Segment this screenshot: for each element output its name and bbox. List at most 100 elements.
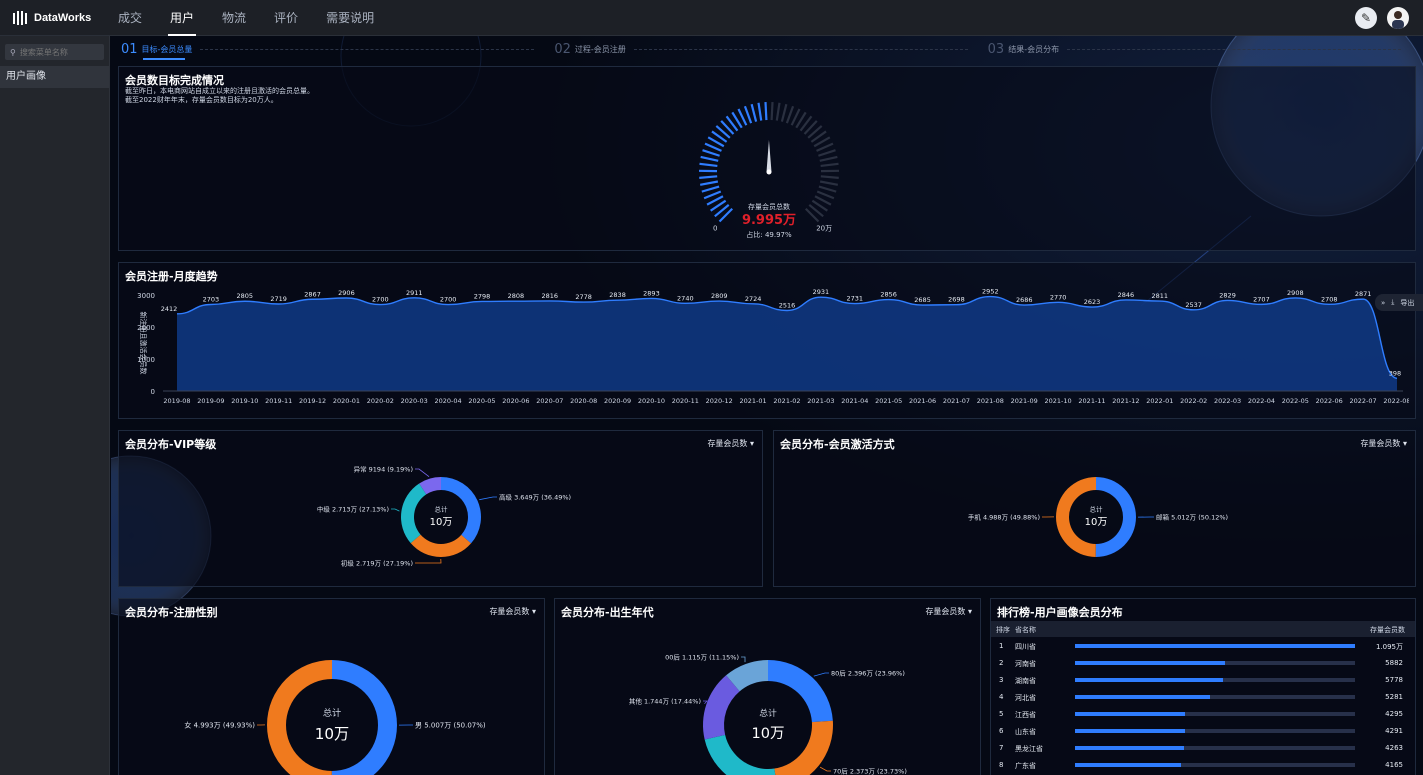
vip-panel-title: 会员分布-VIP等级 xyxy=(125,438,217,451)
gender-metric-dropdown[interactable]: 存量会员数 ▾ xyxy=(489,606,536,617)
donut-slice[interactable] xyxy=(267,660,332,775)
export-button[interactable]: » ⤓ 导出 xyxy=(1375,294,1423,311)
data-label: 2952 xyxy=(982,288,999,296)
vip-metric-dropdown[interactable]: 存量会员数 ▾ xyxy=(707,438,754,449)
donut-slice[interactable] xyxy=(774,720,833,775)
x-tick-label: 2019-12 xyxy=(299,397,326,405)
province-name: 河北省 xyxy=(1015,694,1036,702)
age-metric-dropdown[interactable]: 存量会员数 ▾ xyxy=(925,606,972,617)
table-row[interactable]: 6 山东省 4291 xyxy=(991,724,1415,741)
data-label: 2698 xyxy=(948,296,965,304)
rank-bar xyxy=(1075,712,1185,716)
table-row[interactable]: 8 广东省 4165 xyxy=(991,758,1415,775)
member-count: 5882 xyxy=(1385,659,1403,667)
table-row[interactable]: 4 河北省 5281 xyxy=(991,690,1415,707)
donut-slice[interactable] xyxy=(1055,477,1096,557)
member-count: 4295 xyxy=(1385,710,1403,718)
table-row[interactable]: 7 黑龙江省 4263 xyxy=(991,741,1415,758)
nav-item[interactable]: 物流 xyxy=(222,10,247,25)
user-avatar-icon xyxy=(1392,11,1404,29)
rank-bar-track xyxy=(1075,746,1355,750)
nav-item[interactable]: 评价 xyxy=(274,10,299,25)
data-label: 2906 xyxy=(338,289,355,297)
y-tick-label: 1000 xyxy=(137,356,155,364)
gauge-tick xyxy=(770,102,774,121)
donut-center-label: 总计 xyxy=(1090,505,1104,514)
gauge-tick xyxy=(819,155,838,162)
table-row[interactable]: 2 河南省 5882 xyxy=(991,656,1415,673)
member-count: 4263 xyxy=(1385,744,1403,752)
step-progress: 01 目标-会员总量 02 过程-会员注册 03 结果-会员分布 xyxy=(121,38,1421,60)
step-label: 目标-会员总量 xyxy=(141,44,193,54)
gauge-tick xyxy=(775,102,781,121)
gender-panel-title: 会员分布-注册性别 xyxy=(125,606,218,619)
sidebar-search-input[interactable] xyxy=(19,47,100,57)
donut-slice[interactable] xyxy=(441,477,482,544)
x-tick-label: 2021-07 xyxy=(943,397,970,405)
nav-item[interactable]: 需要说明 xyxy=(326,10,375,25)
rank-bar xyxy=(1075,746,1184,750)
x-tick-label: 2020-07 xyxy=(536,397,563,405)
rank-bar xyxy=(1075,729,1185,733)
data-label: 2724 xyxy=(745,295,762,303)
collapse-icon: » xyxy=(1381,298,1386,307)
donut-slice[interactable] xyxy=(703,675,740,740)
donut-center-value: 10万 xyxy=(315,725,349,743)
rank-number: 6 xyxy=(999,727,1004,735)
donut-slice[interactable] xyxy=(401,483,427,544)
chevron-down-icon: ▾ xyxy=(531,607,536,616)
search-icon: ⚲ xyxy=(10,47,16,57)
gauge-tick xyxy=(811,199,828,212)
table-row[interactable]: 3 湖南省 5778 xyxy=(991,673,1415,690)
gauge-label: 存量会员总数 xyxy=(748,202,790,211)
donut-slice[interactable] xyxy=(704,734,778,775)
slice-label: 手机 4.988万 (49.88%) xyxy=(968,513,1040,522)
nav-item[interactable]: 成交 xyxy=(118,10,143,25)
x-tick-label: 2022-05 xyxy=(1282,397,1309,405)
province-name: 山东省 xyxy=(1015,728,1036,736)
slice-leader-line xyxy=(415,468,430,478)
activate-metric-dropdown[interactable]: 存量会员数 ▾ xyxy=(1360,438,1407,449)
donut-slice[interactable] xyxy=(331,660,397,775)
data-label: 2703 xyxy=(203,296,220,304)
donut-slice[interactable] xyxy=(1095,477,1136,557)
data-label: 2740 xyxy=(677,294,694,302)
vip-donut-chart: 高级 3.649万 (36.49%) 初级 2.719万 (27.19%) 中级 2… xyxy=(317,465,571,568)
province-name: 四川省 xyxy=(1015,643,1036,651)
app-logo[interactable]: DataWorks xyxy=(12,10,108,26)
slice-label: 高级 3.649万 (36.49%) xyxy=(499,493,571,502)
x-tick-label: 2022-08 xyxy=(1383,397,1409,405)
step-03[interactable]: 03 结果-会员分布 xyxy=(988,42,1421,57)
sidebar-search[interactable]: ⚲ xyxy=(5,44,104,60)
donut-slice[interactable] xyxy=(768,660,833,723)
app-name: DataWorks xyxy=(34,11,92,24)
gauge-panel: 会员数目标完成情况 截至昨日，本电商网站自成立以来的注册且激活的会员总量。 截至… xyxy=(118,66,1416,251)
gauge-min-label: 0 xyxy=(713,224,717,232)
donut-slice[interactable] xyxy=(419,477,441,495)
gauge-tick xyxy=(764,102,768,121)
avatar[interactable] xyxy=(1387,7,1409,29)
slice-leader-line xyxy=(703,700,708,705)
data-label: 2700 xyxy=(440,296,457,304)
donut-slice[interactable] xyxy=(410,534,472,557)
data-label: 2805 xyxy=(237,292,254,300)
activate-panel-title: 会员分布-会员激活方式 xyxy=(780,438,895,451)
province-name: 广东省 xyxy=(1015,762,1036,770)
data-label: 2838 xyxy=(609,291,626,299)
download-icon: ⤓ xyxy=(1391,298,1395,306)
gauge-tick xyxy=(720,120,735,135)
donut-slice[interactable] xyxy=(726,660,768,692)
step-01[interactable]: 01 目标-会员总量 xyxy=(121,42,554,57)
rank-bar-track xyxy=(1075,695,1355,699)
activate-panel: 会员分布-会员激活方式 存量会员数 ▾ 邮箱 5.012万 (50.12%) 手机… xyxy=(773,430,1416,587)
step-02[interactable]: 02 过程-会员注册 xyxy=(554,42,987,57)
sidebar-item-user-portrait[interactable]: 用户画像 xyxy=(0,66,109,88)
edit-icon[interactable]: ✎ xyxy=(1355,7,1377,29)
nav-item[interactable]: 用户 xyxy=(160,0,204,36)
table-row[interactable]: 5 江西省 4295 xyxy=(991,707,1415,724)
table-row[interactable]: 1 四川省 1.095万 xyxy=(991,639,1415,656)
rank-panel: 排行榜-用户画像会员分布 排序 省名称 存量会员数 1 四川省 1.095万 2 河南省… xyxy=(990,598,1416,775)
gauge-tick xyxy=(818,149,836,157)
rank-bar xyxy=(1075,661,1226,665)
x-tick-label: 2022-07 xyxy=(1350,397,1377,405)
